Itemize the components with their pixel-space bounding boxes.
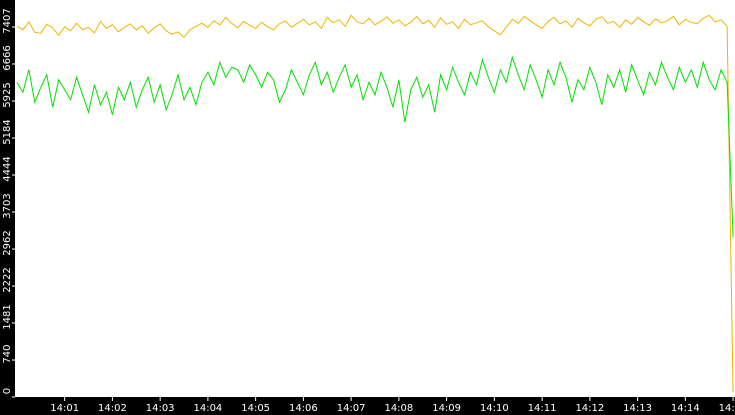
series-line: [16, 55, 734, 238]
x-tick-label: 14:14: [671, 403, 700, 414]
x-tick-label: 14:09: [432, 403, 461, 414]
y-tick-label: 6666: [2, 45, 13, 70]
x-tick-label: 14:13: [623, 403, 652, 414]
y-tick-label: 2962: [2, 230, 13, 255]
x-tick-label: 14:06: [289, 403, 318, 414]
x-tick-label: 14:02: [98, 403, 127, 414]
y-tick-label: 0: [2, 388, 13, 394]
series-line: [16, 14, 734, 393]
y-tick-label: 1481: [2, 304, 13, 329]
x-tick-label: 14:07: [337, 403, 366, 414]
x-tick-label: 14:15: [719, 403, 735, 414]
y-tick-label: 4444: [2, 156, 13, 181]
y-tick-label: 2222: [2, 267, 13, 292]
y-tick-label: 5925: [2, 82, 13, 107]
plot-area: [15, 0, 735, 397]
y-tick-label: 740: [2, 344, 13, 363]
x-tick-label: 14:05: [241, 403, 270, 414]
x-tick-label: 14:03: [146, 403, 175, 414]
y-tick-label: 3703: [2, 193, 13, 218]
x-tick-label: 14:12: [575, 403, 604, 414]
x-tick-label: 14:08: [384, 403, 413, 414]
x-tick-label: 14:11: [528, 403, 557, 414]
x-tick-label: 14:01: [50, 403, 79, 414]
x-tick-label: 14:10: [480, 403, 509, 414]
y-tick-label: 7407: [2, 8, 13, 33]
x-tick-label: 14:04: [193, 403, 222, 414]
y-tick-label: 5184: [2, 119, 13, 144]
